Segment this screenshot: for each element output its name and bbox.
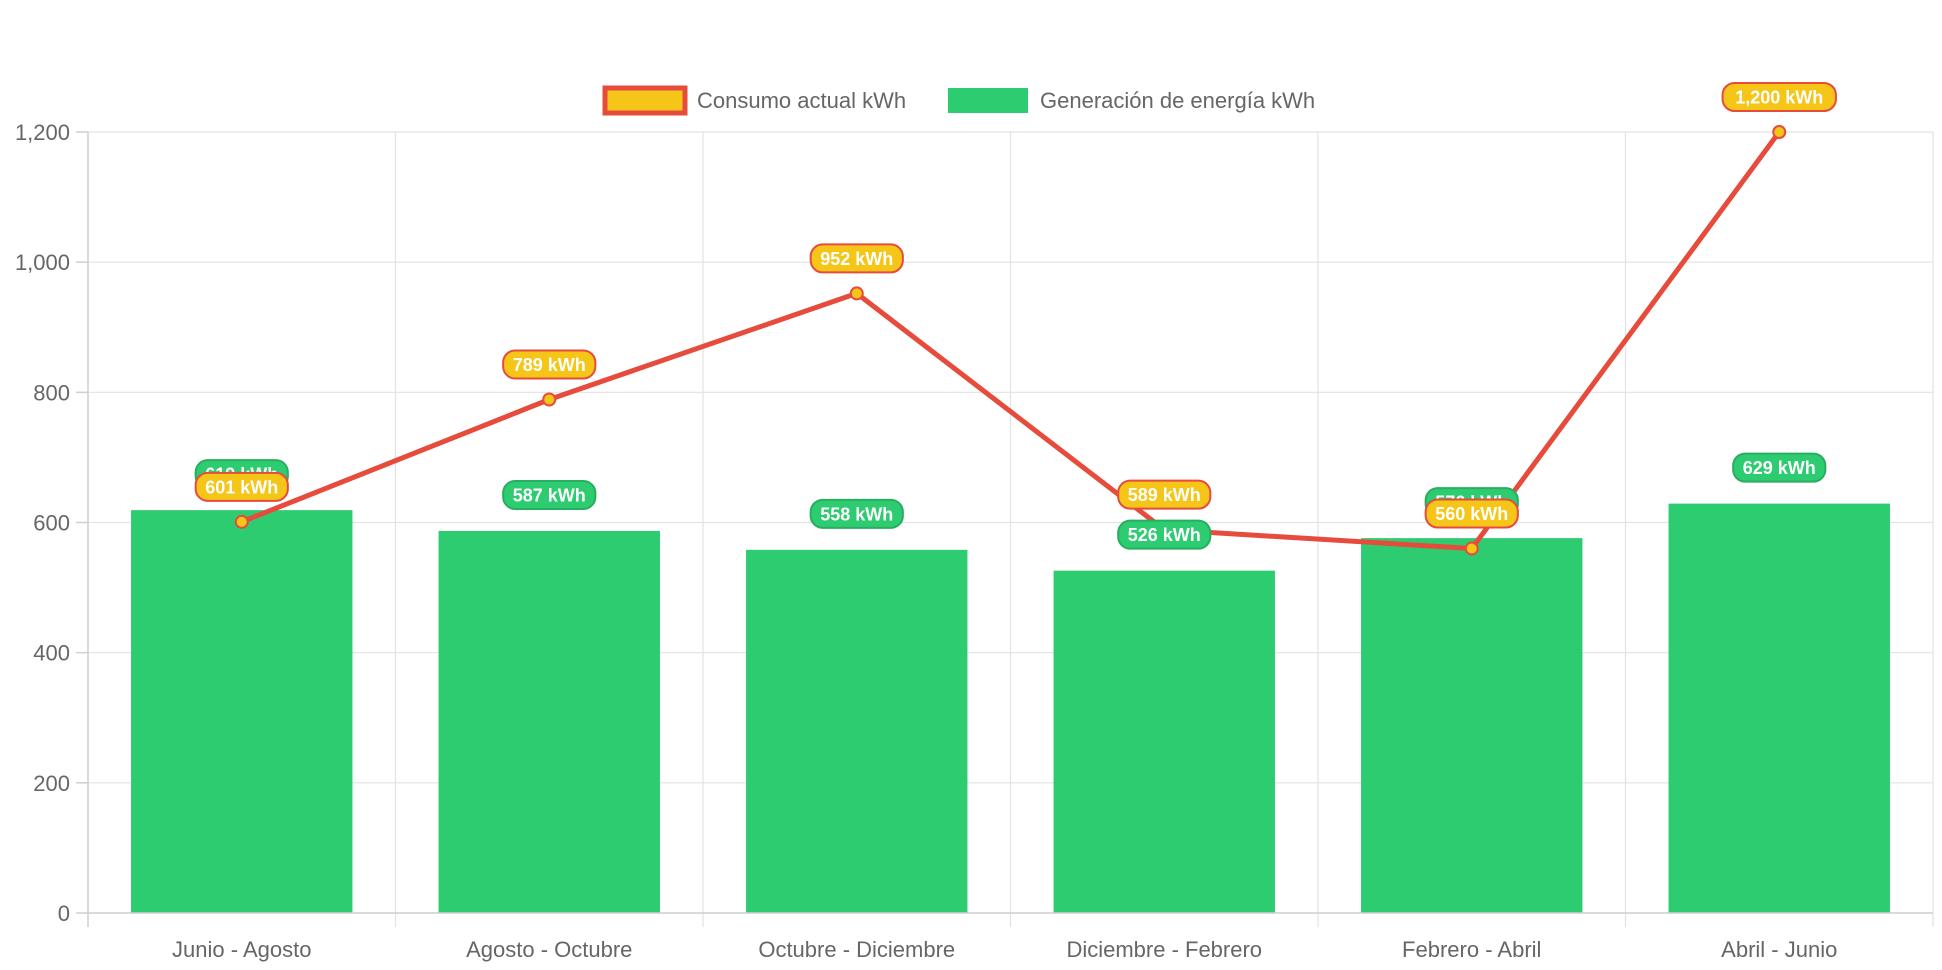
- data-label: 589 kWh: [1117, 479, 1212, 510]
- legend-swatch-generacion: [948, 88, 1028, 113]
- bar[interactable]: [438, 530, 660, 913]
- data-label: 587 kWh: [502, 479, 597, 510]
- consumo-line: [240, 130, 1782, 552]
- data-label-box: [1721, 82, 1837, 112]
- grid: [87, 131, 1934, 927]
- data-label-box: [502, 479, 597, 510]
- data-label-box: [809, 498, 904, 529]
- data-label: 789 kWh: [502, 349, 597, 380]
- data-label-box: [1117, 519, 1212, 550]
- y-tick-label: 400: [33, 641, 70, 666]
- x-tick-label: Abril - Junio: [1721, 937, 1837, 962]
- bar[interactable]: [131, 510, 353, 913]
- x-tick-label: Febrero - Abril: [1402, 937, 1541, 962]
- data-label-box: [1424, 498, 1519, 529]
- data-label-text: 629 kWh: [1743, 458, 1816, 478]
- y-tick-label: 800: [33, 380, 70, 405]
- data-label-text: 1,200 kWh: [1735, 88, 1823, 108]
- bar[interactable]: [1668, 503, 1890, 913]
- bar[interactable]: [1361, 538, 1583, 913]
- line-point[interactable]: [1772, 125, 1787, 139]
- data-label: 629 kWh: [1732, 452, 1827, 483]
- line-point[interactable]: [234, 514, 249, 529]
- data-label-text: 587 kWh: [513, 485, 586, 505]
- data-label-text: 558 kWh: [820, 504, 893, 524]
- line-data-labels: 601 kWh 789 kWh 952 kWh 589 kWh 560 kWh 1,200…: [194, 82, 1837, 529]
- x-tick-label: Agosto - Octubre: [466, 937, 632, 962]
- x-tick-label: Octubre - Diciembre: [758, 937, 955, 962]
- data-label-text: 589 kWh: [1128, 485, 1201, 505]
- data-label-box: [809, 243, 904, 274]
- legend-item-generacion[interactable]: Generación de energía kWh: [948, 88, 1315, 113]
- line-point[interactable]: [849, 286, 864, 301]
- line-point[interactable]: [1464, 541, 1479, 556]
- data-label: 526 kWh: [1117, 519, 1212, 550]
- bar[interactable]: [746, 549, 968, 913]
- legend-item-consumo[interactable]: Consumo actual kWh: [602, 85, 906, 116]
- data-label-text: 526 kWh: [1128, 525, 1201, 545]
- y-tick-label: 0: [58, 901, 70, 926]
- data-label: 952 kWh: [809, 243, 904, 274]
- legend-swatch-consumo: [602, 85, 688, 116]
- bar[interactable]: [1053, 570, 1275, 913]
- legend-label-generacion: Generación de energía kWh: [1040, 88, 1315, 113]
- data-label-text: 952 kWh: [820, 249, 893, 269]
- y-tick-label: 200: [33, 771, 70, 796]
- data-label-box: [1117, 479, 1212, 510]
- data-label-box: [502, 349, 597, 380]
- data-label-box: [1732, 452, 1827, 483]
- axes: 0 200 400 600 800 1,000 1,200 Junio - Agosto Ago…: [15, 120, 1933, 962]
- y-tick-label: 1,000: [15, 250, 70, 275]
- data-label: 1,200 kWh: [1721, 82, 1837, 112]
- legend-label-consumo: Consumo actual kWh: [697, 88, 906, 113]
- data-label-text: 601 kWh: [205, 477, 278, 497]
- data-label: 560 kWh: [1424, 498, 1519, 529]
- data-label-box: [194, 471, 289, 502]
- y-tick-label: 1,200: [15, 120, 70, 145]
- bar-series: [131, 503, 1890, 913]
- x-tick-label: Junio - Agosto: [172, 937, 311, 962]
- line-point[interactable]: [542, 392, 557, 407]
- data-label: 558 kWh: [809, 498, 904, 529]
- data-label: 601 kWh: [194, 471, 289, 502]
- data-label-text: 560 kWh: [1435, 504, 1508, 524]
- data-label-text: 789 kWh: [513, 355, 586, 375]
- legend: Consumo actual kWh Generación de energía…: [602, 85, 1315, 116]
- y-tick-label: 600: [33, 511, 70, 536]
- x-tick-label: Diciembre - Febrero: [1066, 937, 1262, 962]
